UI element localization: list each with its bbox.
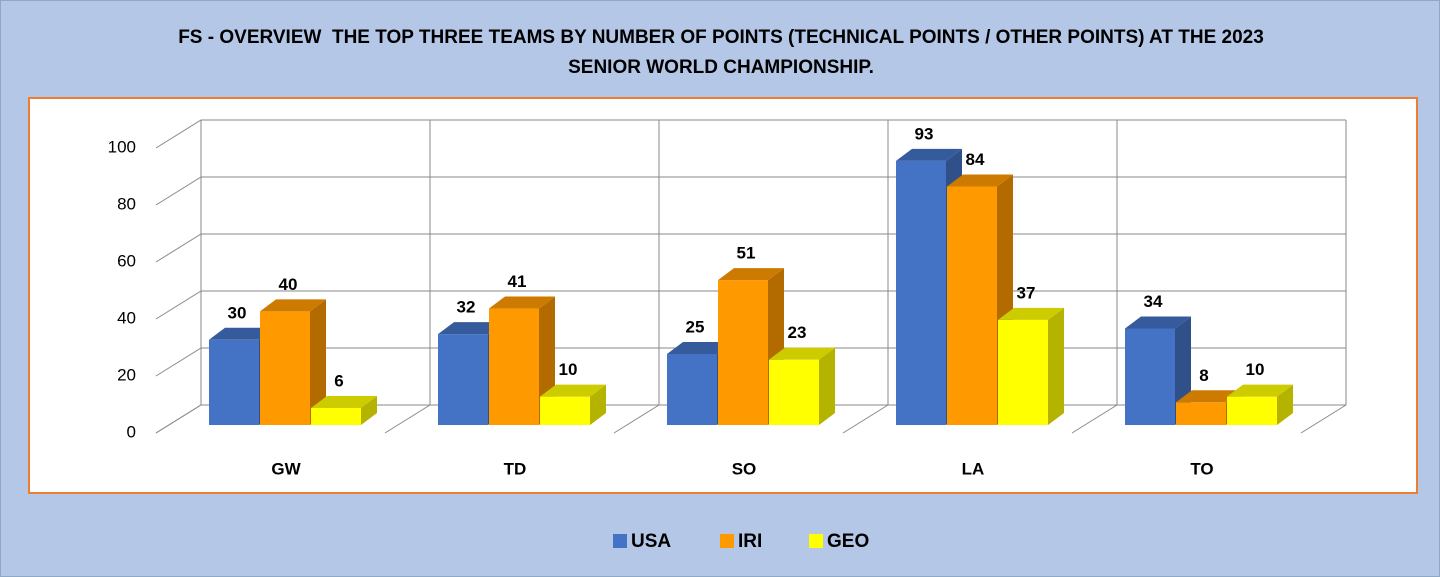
bar: [260, 299, 326, 425]
x-tick-label: TD: [504, 459, 527, 478]
legend-swatch: [720, 534, 734, 548]
x-tick-label: TO: [1190, 459, 1213, 478]
bar: [311, 395, 377, 425]
legend-label: GEO: [827, 531, 869, 552]
bar: [540, 384, 606, 425]
chart-title: FS - OVERVIEW THE TOP THREE TEAMS BY NUM…: [178, 27, 1270, 78]
y-tick-label: 60: [117, 251, 136, 270]
data-label: 10: [559, 360, 578, 379]
bar-front: [438, 334, 488, 425]
bar-front: [1125, 328, 1175, 425]
data-label: 37: [1017, 283, 1036, 302]
x-tick-label: LA: [962, 459, 985, 478]
y-tick-label: 0: [127, 422, 136, 441]
bar-front: [896, 160, 946, 425]
x-tick-label: SO: [732, 459, 757, 478]
data-label: 41: [508, 272, 527, 291]
bar-top: [438, 322, 504, 335]
bar-front: [947, 186, 997, 425]
bar-top: [667, 342, 733, 354]
bar-front: [718, 280, 768, 425]
floor-line: [842, 404, 889, 434]
bar-front: [540, 396, 590, 425]
data-label: 8: [1199, 366, 1208, 385]
data-label: 32: [457, 298, 476, 317]
bar-side: [590, 384, 606, 425]
bar-side: [361, 395, 377, 425]
floor-line: [155, 404, 202, 434]
bar-top: [489, 296, 555, 309]
bar-top: [947, 174, 1013, 187]
bar-front: [667, 354, 717, 425]
floor-line: [613, 404, 660, 434]
y-tick-label: 40: [117, 308, 136, 327]
bar-side: [1277, 384, 1293, 425]
bar-front: [209, 339, 259, 425]
data-label: 93: [915, 124, 934, 143]
data-label: 23: [788, 323, 807, 342]
bar: [1227, 384, 1293, 425]
bar-top: [209, 327, 275, 340]
data-label: 34: [1144, 292, 1163, 311]
bar-top: [1227, 384, 1293, 397]
bar-top: [260, 299, 326, 312]
bar-top: [1176, 390, 1242, 403]
floor-line: [1300, 404, 1347, 434]
bar-top: [769, 347, 835, 360]
data-label: 25: [686, 317, 705, 336]
bar-front: [769, 359, 819, 425]
bar: [489, 296, 555, 425]
y-tick-label: 80: [117, 194, 136, 213]
data-label: 30: [228, 303, 247, 322]
legend-label: USA: [631, 531, 671, 552]
y-tick-label: 20: [117, 365, 136, 384]
data-label: 10: [1246, 360, 1265, 379]
bar: [998, 307, 1064, 425]
bar-top: [718, 268, 784, 281]
bar-top: [896, 148, 962, 161]
bar-front: [311, 407, 361, 425]
bar-side: [310, 299, 326, 425]
bar-top: [311, 395, 377, 408]
data-label: 40: [279, 275, 298, 294]
bar: [1125, 316, 1191, 425]
bar-front: [1176, 402, 1226, 425]
bar-side: [819, 347, 835, 425]
bar: [769, 347, 835, 425]
legend-label: IRI: [738, 531, 762, 552]
legend-swatch: [809, 534, 823, 548]
bar-front: [489, 308, 539, 425]
data-label: 51: [737, 244, 756, 263]
x-tick-label: GW: [271, 459, 301, 478]
floor-line: [384, 404, 431, 434]
y-tick-label: 100: [108, 137, 136, 156]
floor-line: [1071, 404, 1118, 434]
bar-top: [1125, 316, 1191, 329]
bar-front: [260, 311, 310, 425]
legend-swatch: [613, 534, 627, 548]
bar-side: [1048, 307, 1064, 425]
bar-front: [1227, 396, 1277, 425]
data-label: 84: [966, 150, 985, 169]
bar-top: [540, 384, 606, 397]
data-label: 6: [334, 371, 343, 390]
bar-top: [998, 307, 1064, 320]
bar-front: [998, 319, 1048, 425]
